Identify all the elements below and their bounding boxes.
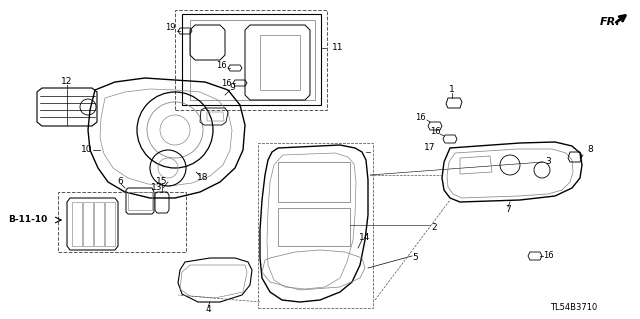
Text: 19: 19 [164, 24, 175, 33]
Text: 12: 12 [61, 78, 73, 86]
Text: 17: 17 [424, 144, 436, 152]
Bar [278, 162, 350, 202]
Text: 7: 7 [505, 205, 511, 214]
Text: 1: 1 [449, 85, 455, 94]
Text: 16: 16 [221, 78, 231, 87]
Text: 5: 5 [412, 254, 418, 263]
Text: 8: 8 [587, 145, 593, 154]
Text: 10: 10 [81, 145, 93, 154]
Text: 3: 3 [545, 158, 551, 167]
Text: 18: 18 [197, 174, 209, 182]
Bar [58, 192, 186, 252]
Text: 15: 15 [156, 176, 168, 186]
Text: 16: 16 [429, 128, 440, 137]
Text: 2: 2 [431, 222, 437, 232]
Text: TL54B3710: TL54B3710 [550, 303, 598, 313]
Text: FR.: FR. [600, 17, 620, 27]
Text: 16: 16 [216, 61, 227, 70]
Text: 6: 6 [117, 176, 123, 186]
Text: 11: 11 [332, 43, 344, 53]
Bar [175, 10, 327, 110]
Text: 4: 4 [205, 306, 211, 315]
Bar [278, 208, 350, 246]
Text: 14: 14 [359, 234, 371, 242]
Text: B-11-10: B-11-10 [8, 216, 47, 225]
Text: 16: 16 [543, 250, 554, 259]
Text: 16: 16 [415, 114, 426, 122]
Bar [258, 143, 373, 308]
Text: 9: 9 [229, 83, 235, 92]
Text: 13: 13 [151, 183, 163, 192]
